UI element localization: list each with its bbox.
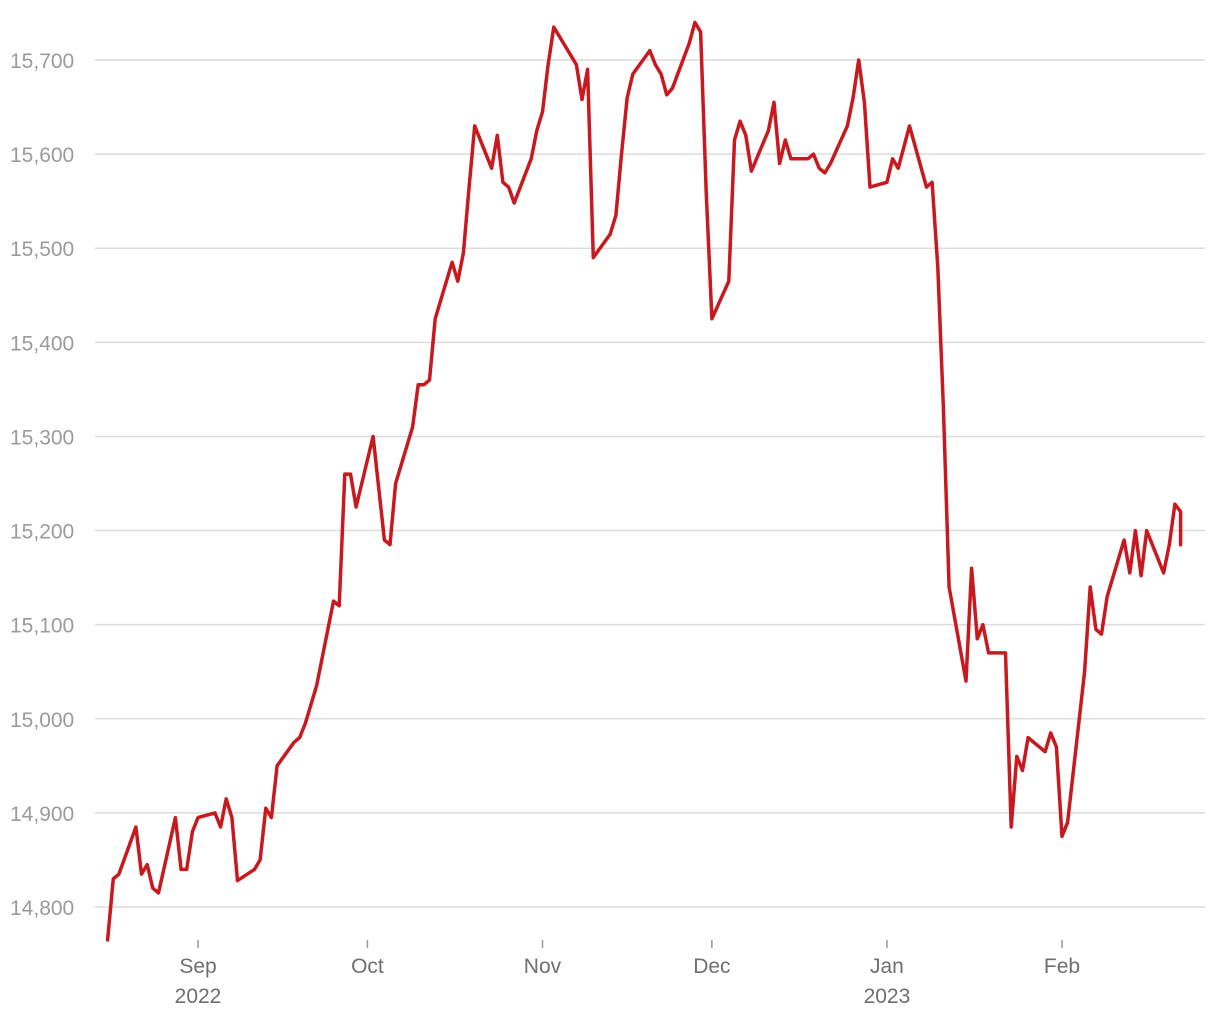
x-tick-year-label: 2022	[175, 985, 222, 1008]
x-tick-label: Feb	[1044, 955, 1080, 978]
y-tick-label: 14,800	[10, 897, 74, 920]
y-tick-label: 15,400	[10, 332, 74, 355]
x-tick-label: Dec	[693, 955, 730, 978]
y-tick-label: 14,900	[10, 803, 74, 826]
y-axis: 15,700 15,600 15,500 15,400 15,300 15,200 15,1…	[10, 50, 74, 920]
y-tick-label: 15,200	[10, 521, 74, 544]
gridlines	[95, 59, 1205, 908]
y-tick-label: 15,500	[10, 238, 74, 261]
x-tick-label: Jan	[870, 955, 904, 978]
x-tick-label: Oct	[351, 955, 384, 978]
series-line	[105, 20, 1183, 942]
plot-area	[105, 20, 1183, 942]
y-tick-label: 15,300	[10, 426, 74, 449]
x-axis: Sep 2022 Oct Nov Dec Jan 2023 Feb	[175, 940, 1080, 1008]
y-tick-label: 15,700	[10, 50, 74, 73]
x-tick-year-label: 2023	[864, 985, 911, 1008]
y-tick-label: 15,000	[10, 709, 74, 732]
y-tick-label: 15,100	[10, 615, 74, 638]
x-tick-label: Sep	[179, 955, 216, 978]
x-tick-label: Nov	[524, 955, 562, 978]
y-tick-label: 15,600	[10, 144, 74, 167]
